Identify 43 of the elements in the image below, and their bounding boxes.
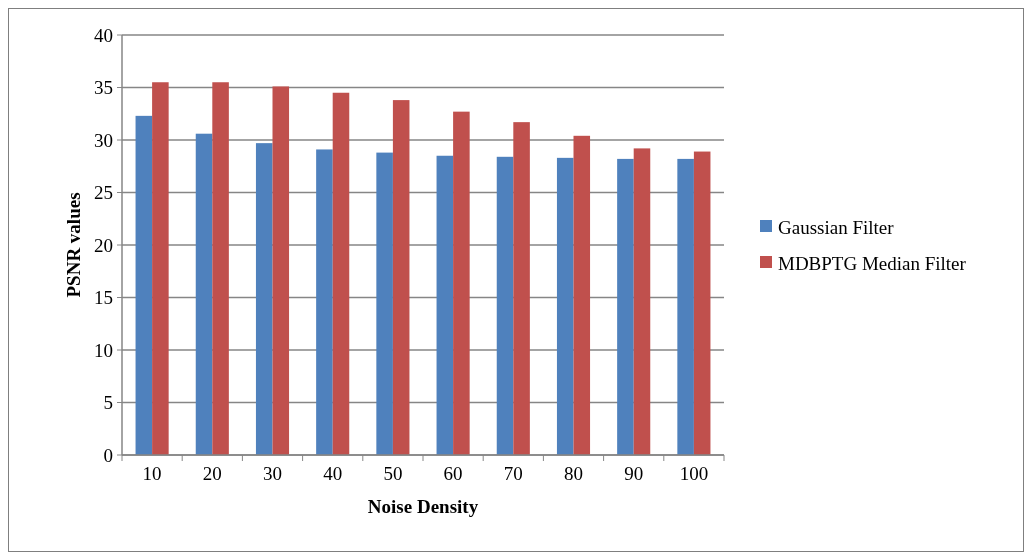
y-tick-label: 20 xyxy=(94,234,113,256)
legend-label: Gaussian Filter xyxy=(778,216,895,238)
y-tick-label: 40 xyxy=(94,24,113,46)
bar xyxy=(332,92,350,455)
x-tick-label: 40 xyxy=(323,463,343,484)
bar xyxy=(152,82,169,455)
y-axis-title: PSNR values xyxy=(63,192,84,298)
bar xyxy=(556,157,574,455)
bar xyxy=(272,86,290,455)
bar xyxy=(513,122,530,455)
bar xyxy=(255,143,273,455)
x-tick-label: 70 xyxy=(503,463,523,484)
bar xyxy=(135,115,153,455)
bar xyxy=(212,82,229,455)
bar xyxy=(453,111,470,455)
x-axis-title: Noise Density xyxy=(367,496,479,517)
y-tick-label: 15 xyxy=(94,287,113,309)
y-tick-label: 0 xyxy=(103,444,113,466)
bar xyxy=(392,100,410,455)
bar xyxy=(693,151,711,455)
x-tick-label: 90 xyxy=(624,463,644,484)
y-tick-label: 5 xyxy=(103,392,113,414)
x-tick-label: 50 xyxy=(383,463,403,484)
x-tick-label: 30 xyxy=(263,463,282,484)
y-tick-label: 10 xyxy=(94,339,113,361)
bar xyxy=(316,149,333,455)
x-tick-label: 60 xyxy=(443,463,463,484)
bar xyxy=(496,156,514,455)
bar xyxy=(677,158,694,455)
bar xyxy=(376,152,393,455)
x-tick-label: 10 xyxy=(142,463,162,484)
y-tick-label: 35 xyxy=(94,77,113,99)
legend-label: MDBPTG Median Filter xyxy=(778,252,967,274)
y-tick-label: 25 xyxy=(94,182,113,204)
x-tick-label: 80 xyxy=(564,463,583,484)
bar xyxy=(436,155,454,455)
bar xyxy=(195,133,213,455)
x-tick-label: 100 xyxy=(679,463,709,484)
bar xyxy=(633,148,651,455)
y-tick-label: 30 xyxy=(94,129,113,151)
bar xyxy=(617,158,634,455)
bar xyxy=(573,135,591,455)
x-tick-label: 20 xyxy=(202,463,222,484)
